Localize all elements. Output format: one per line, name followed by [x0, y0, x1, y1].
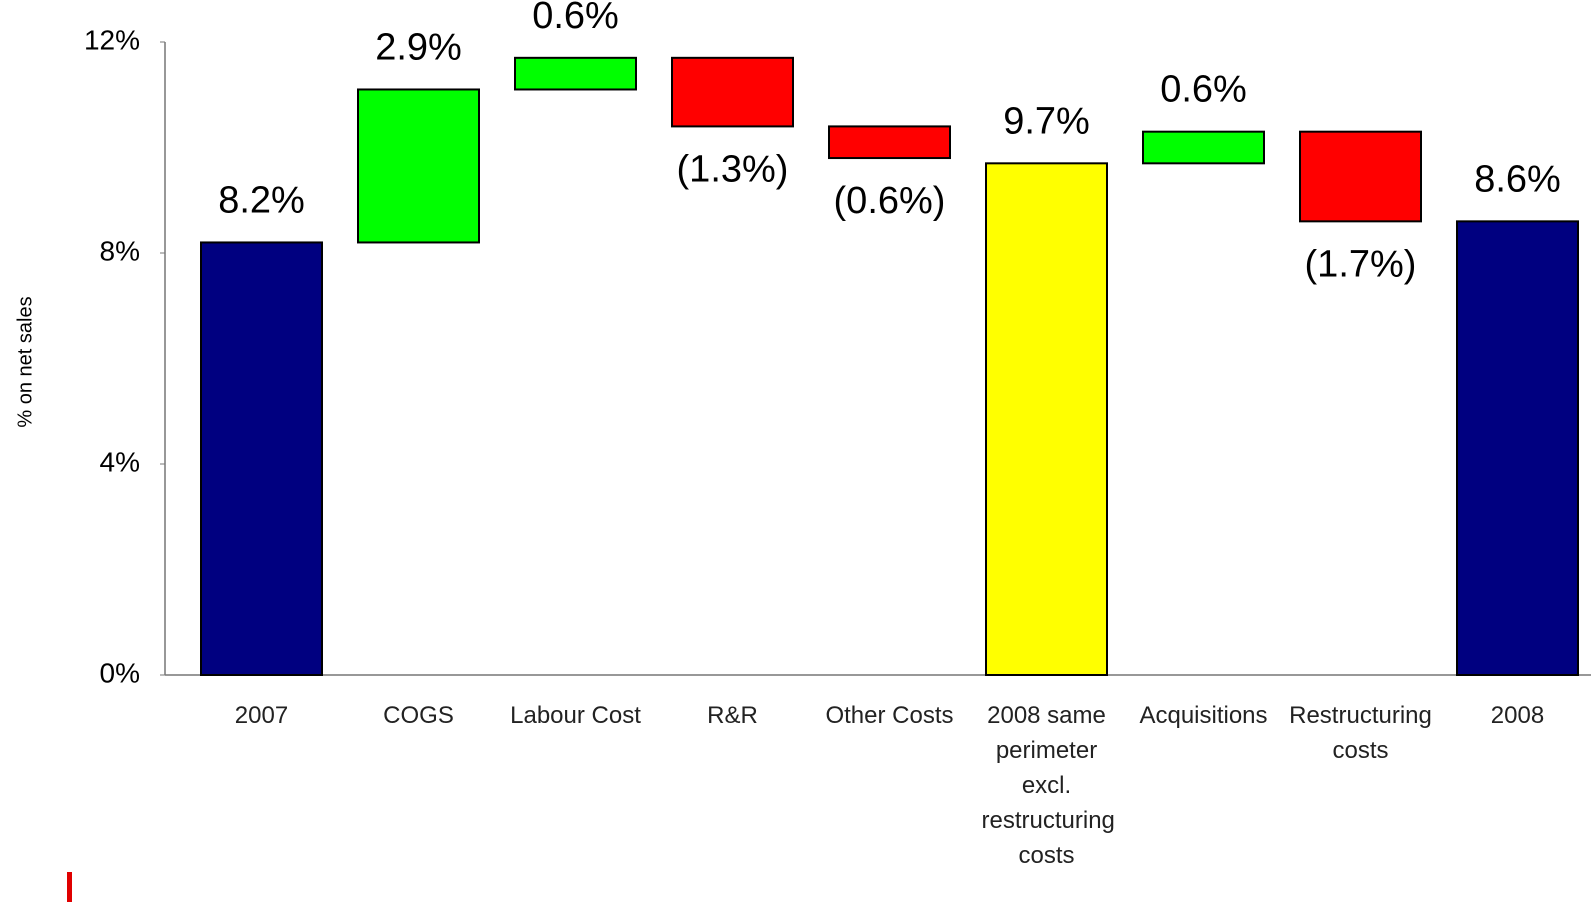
x-tick-label: 2008 same perimeter excl. restructuring …	[981, 702, 1115, 869]
delta-bar	[1299, 130, 1422, 223]
value-label: 0.6%	[532, 0, 619, 37]
value-label: (1.7%)	[1305, 243, 1417, 285]
x-tick-label: Other Costs	[825, 702, 954, 729]
total-bar	[985, 162, 1108, 676]
x-tick-label: Labour Cost	[510, 702, 641, 729]
value-label: (0.6%)	[834, 180, 946, 222]
x-tick-label: R&R	[707, 702, 758, 729]
y-tick-label: 0%	[100, 657, 140, 688]
x-tick-label: 2008	[1490, 702, 1545, 729]
value-label: 0.6%	[1160, 69, 1247, 111]
x-tick-label: COGS	[383, 702, 454, 729]
x-tick-label: 2007	[234, 702, 289, 729]
y-tick-label: 12%	[84, 24, 140, 55]
value-label: 8.2%	[218, 179, 305, 221]
total-bar	[1456, 220, 1579, 676]
value-label: 2.9%	[375, 27, 462, 69]
delta-bar	[357, 88, 480, 244]
x-tick-label: Acquisitions	[1139, 702, 1268, 729]
x-tick-label: Restructuring costs	[1289, 702, 1432, 764]
value-label: 9.7%	[1003, 100, 1090, 142]
value-label: 8.6%	[1474, 158, 1561, 200]
logo-mark	[67, 872, 72, 902]
delta-bar	[514, 56, 637, 91]
y-tick-label: 8%	[100, 235, 140, 266]
delta-bar	[671, 56, 794, 128]
total-bar	[200, 241, 323, 676]
y-axis-label: % on net sales	[14, 296, 36, 427]
value-label: (1.3%)	[677, 148, 789, 190]
y-tick-label: 4%	[100, 446, 140, 477]
delta-bar	[828, 125, 951, 160]
delta-bar	[1142, 130, 1265, 165]
